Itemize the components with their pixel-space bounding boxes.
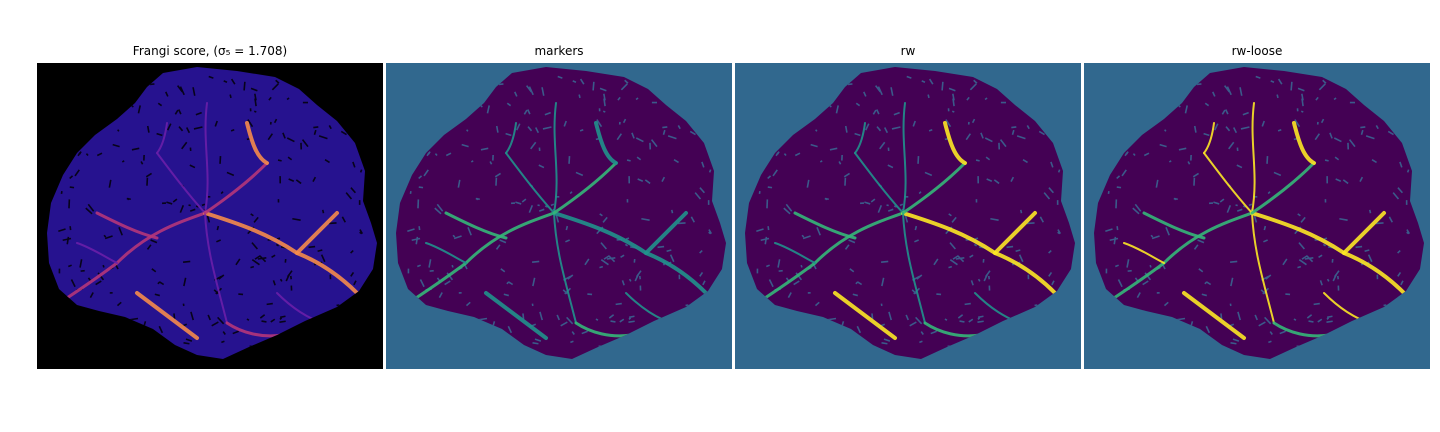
panel-title-rw-loose: rw-loose	[1231, 44, 1283, 58]
frangi-image	[37, 63, 383, 369]
panel-title-markers: markers	[534, 44, 584, 58]
panel-title-frangi: Frangi score, (σ₅ = 1.708)	[132, 44, 288, 58]
panel-title-rw: rw	[900, 44, 916, 58]
panel-markers	[386, 63, 732, 369]
rw-image	[735, 63, 1081, 369]
panel-frangi	[37, 63, 383, 369]
panel-rw-loose	[1084, 63, 1430, 369]
rw-loose-image	[1084, 63, 1430, 369]
markers-image	[386, 63, 732, 369]
panel-rw	[735, 63, 1081, 369]
